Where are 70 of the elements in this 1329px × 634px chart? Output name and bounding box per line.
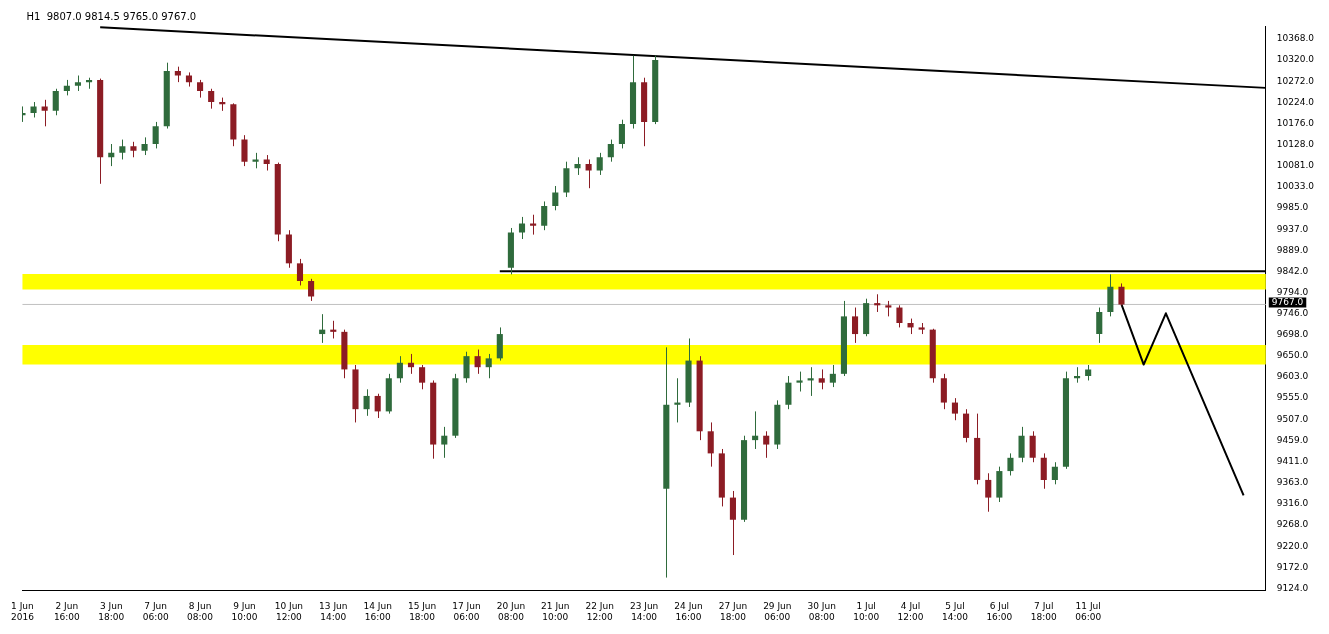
y-tick-label: 10033.0 bbox=[1276, 181, 1315, 192]
x-tick-label: 17 Jun 06:00 bbox=[452, 601, 481, 622]
y-tick-label: 9411.0 bbox=[1276, 456, 1309, 467]
x-tick-label: 24 Jun 16:00 bbox=[674, 601, 703, 622]
candlestick bbox=[1007, 452, 1014, 476]
x-tick-label: 8 Jun 08:00 bbox=[187, 601, 214, 622]
y-tick-label: 9220.0 bbox=[1276, 540, 1309, 551]
x-tick-label: 5 Jul 14:00 bbox=[941, 601, 969, 622]
x-tick-label: 6 Jul 16:00 bbox=[986, 601, 1013, 622]
candlestick bbox=[796, 371, 803, 393]
y-tick-label: 10176.0 bbox=[1276, 118, 1315, 129]
y-tick-label: 9746.0 bbox=[1276, 308, 1309, 319]
y-tick-label: 10081.0 bbox=[1276, 160, 1315, 171]
candlestick bbox=[885, 300, 892, 317]
x-tick-label: 7 Jul 18:00 bbox=[1030, 601, 1057, 622]
y-tick-label: 9172.0 bbox=[1276, 561, 1309, 572]
y-tick-label: 9363.0 bbox=[1276, 477, 1309, 488]
candlestick bbox=[252, 152, 259, 169]
y-tick-label: 9124.0 bbox=[1276, 582, 1309, 593]
x-tick-label: 20 Jun 08:00 bbox=[496, 601, 526, 622]
x-tick-label: 7 Jun 06:00 bbox=[142, 601, 169, 622]
y-tick-label: 9603.0 bbox=[1276, 371, 1309, 382]
x-tick-label: 22 Jun 12:00 bbox=[585, 601, 614, 622]
candlestick bbox=[352, 364, 359, 423]
x-tick-label: 23 Jun 14:00 bbox=[629, 601, 659, 622]
candlestick bbox=[918, 322, 925, 335]
x-tick-label: 9 Jun 10:00 bbox=[231, 601, 258, 622]
y-tick-label: 10128.0 bbox=[1276, 139, 1315, 150]
y-tick-label: 10272.0 bbox=[1276, 75, 1315, 86]
candlestick bbox=[74, 75, 82, 92]
x-tick-label: 1 Jun 2016 bbox=[11, 601, 35, 622]
candlestick bbox=[685, 337, 692, 408]
x-tick-label: 10 Jun 12:00 bbox=[274, 601, 304, 622]
y-tick-label: 9794.0 bbox=[1276, 286, 1309, 297]
y-tick-label: 9842.0 bbox=[1276, 265, 1309, 276]
y-tick-label: 9937.0 bbox=[1276, 223, 1309, 234]
y-tick-label: 9650.0 bbox=[1276, 350, 1309, 361]
x-tick-label: 2 Jun 16:00 bbox=[53, 601, 81, 622]
y-tick-label: 10368.0 bbox=[1276, 33, 1315, 44]
candlestick bbox=[818, 368, 825, 390]
chart-title: H1 9807.0 9814.5 9765.0 9767.0 bbox=[26, 10, 197, 22]
y-tick-label: 9555.0 bbox=[1276, 392, 1309, 403]
ref-line-label: 9767.0 bbox=[1271, 296, 1304, 307]
x-tick-label: 15 Jun 18:00 bbox=[407, 601, 437, 622]
y-tick-label: 9889.0 bbox=[1276, 244, 1309, 255]
x-tick-label: 14 Jun 16:00 bbox=[363, 601, 392, 622]
x-tick-label: 3 Jun 18:00 bbox=[98, 601, 125, 622]
y-tick-label: 10224.0 bbox=[1276, 96, 1315, 107]
x-tick-label: 30 Jun 08:00 bbox=[807, 601, 836, 622]
y-tick-label: 9459.0 bbox=[1276, 434, 1309, 445]
candlestick bbox=[41, 99, 48, 127]
candlestick bbox=[130, 141, 137, 158]
x-tick-label: 29 Jun 06:00 bbox=[763, 601, 792, 622]
candlestick bbox=[263, 154, 270, 172]
y-tick-label: 9698.0 bbox=[1276, 329, 1309, 340]
x-tick-label: 13 Jun 14:00 bbox=[319, 601, 348, 622]
x-tick-label: 21 Jun 10:00 bbox=[541, 601, 570, 622]
y-tick-label: 9268.0 bbox=[1276, 519, 1309, 530]
candlestick bbox=[463, 351, 470, 384]
x-tick-label: 1 Jul 10:00 bbox=[853, 601, 880, 622]
y-tick-label: 9507.0 bbox=[1276, 413, 1309, 424]
y-tick-label: 9316.0 bbox=[1276, 498, 1309, 509]
candlestick bbox=[174, 66, 181, 83]
y-tick-label: 10320.0 bbox=[1276, 54, 1315, 65]
candlestick bbox=[1118, 282, 1125, 306]
x-tick-label: 27 Jun 18:00 bbox=[718, 601, 748, 622]
x-tick-label: 4 Jul 12:00 bbox=[897, 601, 924, 622]
x-tick-label: 11 Jul 06:00 bbox=[1075, 601, 1102, 622]
y-tick-label: 9985.0 bbox=[1276, 202, 1309, 213]
candlestick bbox=[241, 134, 248, 167]
